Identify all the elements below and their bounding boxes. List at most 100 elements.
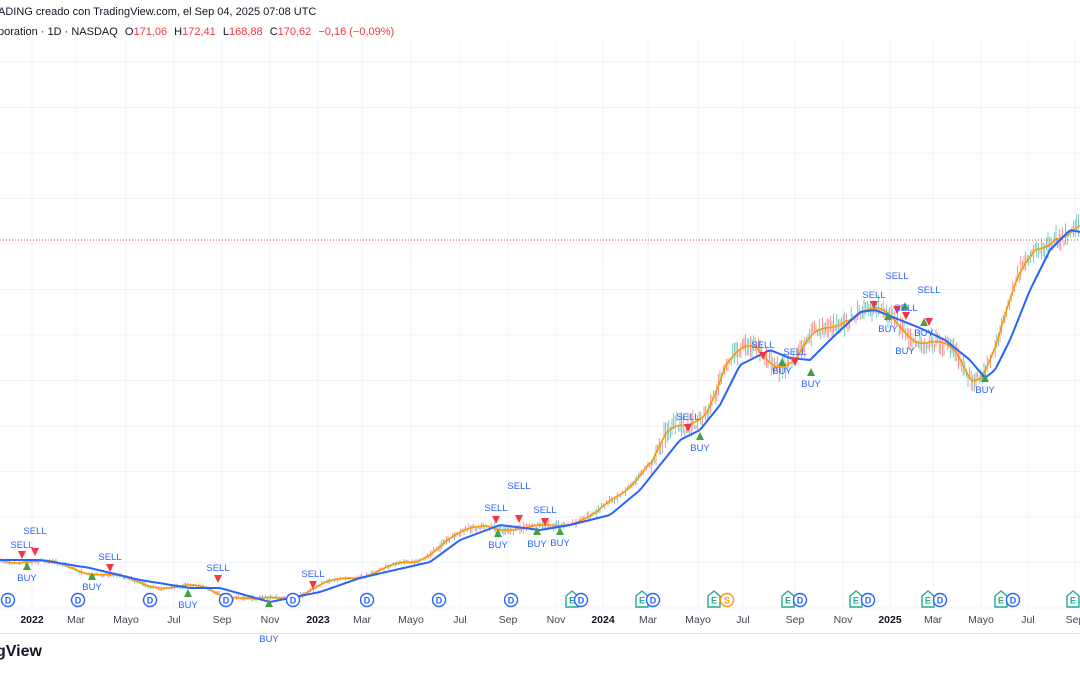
axis-label: Nov xyxy=(546,614,566,626)
sell-arrow-icon xyxy=(515,515,523,523)
axis-divider xyxy=(0,633,1080,634)
sell-label: SELL xyxy=(885,271,909,282)
sell-label: SELL xyxy=(533,505,557,516)
dividend-icon[interactable]: D xyxy=(645,592,661,608)
event-letter: E xyxy=(711,596,717,606)
event-letter: D xyxy=(937,596,944,606)
sell-arrow-icon xyxy=(870,301,878,309)
sell-label: SELL xyxy=(484,503,508,514)
buy-label: BUY xyxy=(878,324,898,335)
event-letter: D xyxy=(223,596,230,606)
sell-arrow-icon xyxy=(492,516,500,524)
buy-arrow-icon xyxy=(920,318,928,326)
sell-arrow-icon xyxy=(18,551,26,559)
dividend-icon[interactable]: D xyxy=(285,592,301,608)
dividend-icon[interactable]: D xyxy=(142,592,158,608)
sell-label: SELL xyxy=(894,303,918,314)
axis-label: Jul xyxy=(167,614,181,626)
axis-label: 2023 xyxy=(306,614,330,626)
open-value: 171,06 xyxy=(133,26,168,38)
buy-arrow-icon xyxy=(184,589,192,597)
buy-label: BUY xyxy=(690,443,710,454)
change-value: −0,16 (−0,09%) xyxy=(318,26,395,38)
earnings-icon[interactable]: E xyxy=(849,590,863,608)
axis-label: Mayo xyxy=(685,614,711,626)
event-letter: S xyxy=(724,596,730,606)
buy-label: BUY xyxy=(178,600,198,611)
axis-label: Nov xyxy=(833,614,853,626)
buy-label: BUY xyxy=(801,379,821,390)
sell-arrow-icon xyxy=(925,318,933,326)
tradingview-logo: dingView xyxy=(0,643,42,660)
dividend-icon[interactable]: D xyxy=(573,592,589,608)
earnings-icon[interactable]: E xyxy=(707,590,721,608)
buy-label: BUY xyxy=(488,540,508,551)
event-letter: D xyxy=(865,596,872,606)
sell-label: SELL xyxy=(751,340,775,351)
dividend-icon[interactable]: D xyxy=(503,592,519,608)
event-letter: D xyxy=(508,596,515,606)
axis-label: Mayo xyxy=(968,614,994,626)
split-icon[interactable]: S xyxy=(719,592,735,608)
earnings-icon[interactable]: E xyxy=(781,590,795,608)
axis-label: Nov xyxy=(260,614,280,626)
sell-arrow-icon xyxy=(309,581,317,589)
buy-arrow-icon xyxy=(533,527,541,535)
dividend-icon[interactable]: D xyxy=(218,592,234,608)
sell-label: SELL xyxy=(862,290,886,301)
event-letter: D xyxy=(650,596,657,606)
sell-label: SELL xyxy=(10,540,34,551)
dividend-icon[interactable]: D xyxy=(792,592,808,608)
buy-arrow-icon xyxy=(778,358,786,366)
buy-label: BUY xyxy=(527,539,547,550)
earnings-icon[interactable]: E xyxy=(994,590,1008,608)
sell-label: SELL xyxy=(917,285,941,296)
buy-label: BUY xyxy=(82,582,102,593)
ohlc-legend: poration · 1D · NASDAQ O171,06 H172,41 L… xyxy=(0,26,394,38)
buy-arrow-icon xyxy=(884,312,892,320)
sell-arrow-icon xyxy=(791,358,799,366)
event-letter: D xyxy=(147,596,154,606)
axis-label: 2022 xyxy=(20,614,44,626)
dividend-icon[interactable]: D xyxy=(431,592,447,608)
event-letter: D xyxy=(1010,596,1017,606)
axis-label: Jul xyxy=(453,614,467,626)
event-letter: D xyxy=(75,596,82,606)
earnings-icon[interactable]: E xyxy=(921,590,935,608)
event-letter: D xyxy=(436,596,443,606)
event-letter: E xyxy=(639,596,645,606)
event-letter: E xyxy=(925,596,931,606)
buy-arrow-icon xyxy=(901,302,909,310)
event-letter: E xyxy=(785,596,791,606)
low-value: 168,88 xyxy=(228,26,263,38)
close-value: 170,62 xyxy=(277,26,312,38)
dividend-icon[interactable]: D xyxy=(359,592,375,608)
buy-arrow-icon xyxy=(556,527,564,535)
sell-arrow-icon xyxy=(893,306,901,314)
buy-label: BUY xyxy=(914,328,934,339)
axis-label: Mayo xyxy=(398,614,424,626)
buy-arrow-icon xyxy=(23,562,31,570)
sell-label: SELL xyxy=(23,526,47,537)
buy-arrow-icon xyxy=(265,599,273,607)
earnings-icon[interactable]: E xyxy=(1066,590,1080,608)
dividend-icon[interactable]: D xyxy=(70,592,86,608)
symbol-info: poration · 1D · NASDAQ xyxy=(0,26,118,38)
low-label: L xyxy=(222,26,229,38)
dividend-icon[interactable]: D xyxy=(1005,592,1021,608)
sell-arrow-icon xyxy=(214,575,222,583)
chart-credit: ADING creado con TradingView.com, el Sep… xyxy=(0,6,317,18)
event-letter: E xyxy=(569,596,575,606)
dividend-icon[interactable]: D xyxy=(0,592,16,608)
ma-slow-line xyxy=(0,229,1080,604)
dividend-icon[interactable]: D xyxy=(860,592,876,608)
axis-label: Sep xyxy=(1065,614,1080,626)
dividend-icon[interactable]: D xyxy=(932,592,948,608)
axis-label: Sep xyxy=(498,614,518,626)
axis-label: Mar xyxy=(638,614,658,626)
buy-label: BUY xyxy=(550,538,570,549)
axis-label: Jul xyxy=(1021,614,1035,626)
sell-label: SELL xyxy=(507,481,531,492)
buy-label: BUY xyxy=(17,573,37,584)
